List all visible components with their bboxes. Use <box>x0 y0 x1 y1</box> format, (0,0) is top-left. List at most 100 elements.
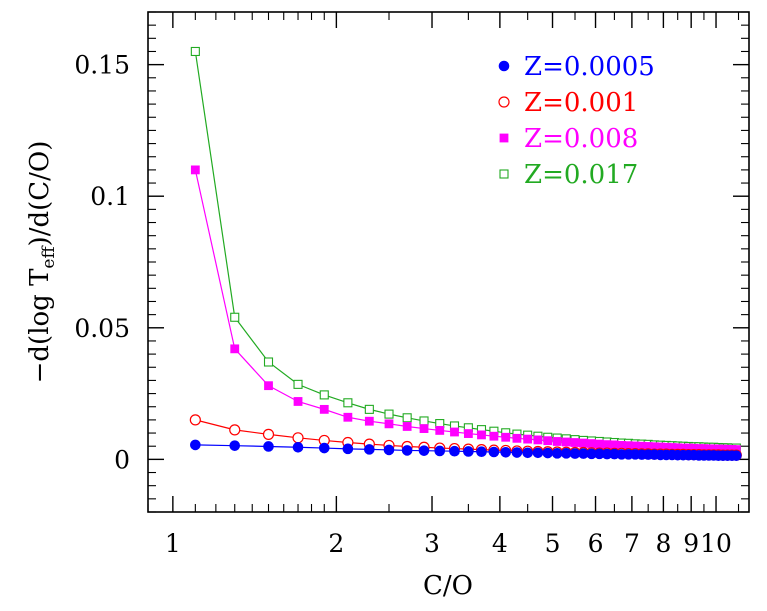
legend-marker <box>498 96 510 108</box>
data-point <box>364 416 374 426</box>
legend-label: Z=0.0005 <box>524 52 655 82</box>
data-point <box>384 409 394 419</box>
data-point <box>263 357 274 367</box>
x-tick-labels: 1 2 3 4 5 6 7 8 9 10 <box>165 529 732 558</box>
data-point <box>533 435 543 445</box>
legend-label: Z=0.008 <box>524 124 638 154</box>
data-point <box>190 439 201 451</box>
data-point <box>230 312 240 322</box>
data-point <box>512 433 522 443</box>
data-point <box>435 426 445 435</box>
data-point <box>552 437 562 446</box>
legend-marker <box>499 169 509 179</box>
series-layer <box>189 46 742 461</box>
data-point <box>293 397 303 406</box>
data-point <box>463 429 473 438</box>
legend-item: Z=0.008 <box>499 124 638 154</box>
data-point <box>476 446 487 458</box>
data-point <box>570 438 580 447</box>
data-point <box>262 428 275 440</box>
x-tick-label: 2 <box>328 529 344 558</box>
data-point <box>477 430 486 440</box>
x-tick-label: 1 <box>165 529 181 558</box>
data-point <box>532 447 544 459</box>
legend: Z=0.0005 Z=0.001 Z=0.008 Z=0.017 <box>498 52 655 190</box>
y-axis-label-prefix: −d(log T <box>25 268 55 383</box>
series-z-0-008 <box>190 165 741 455</box>
data-point <box>229 440 241 451</box>
data-point <box>450 427 459 437</box>
x-tick-label: 8 <box>655 529 671 558</box>
axis-ticks <box>147 11 749 513</box>
series-line <box>194 51 737 449</box>
data-point <box>319 390 329 400</box>
data-point <box>602 440 612 450</box>
legend-marker <box>499 133 509 143</box>
legend-marker <box>498 60 510 72</box>
data-point <box>190 46 200 57</box>
x-tick-label: 10 <box>700 529 732 558</box>
series-z-0-0005 <box>190 439 742 461</box>
data-point <box>343 398 353 408</box>
y-tick-labels: 0 0.05 0.1 0.15 <box>74 51 130 475</box>
data-point <box>560 448 572 459</box>
data-point <box>230 344 240 354</box>
y-tick-label: 0.1 <box>90 182 130 211</box>
y-axis-label: −d(log Teff)/d(C/O) <box>25 141 59 384</box>
data-point <box>319 404 329 414</box>
legend-item: Z=0.017 <box>499 160 638 190</box>
legend-item: Z=0.001 <box>498 88 638 118</box>
data-point <box>489 431 499 441</box>
data-point <box>434 445 446 457</box>
data-point <box>384 419 394 429</box>
data-point <box>418 445 430 456</box>
data-point <box>190 165 200 175</box>
plot-frame <box>147 11 750 513</box>
data-point <box>292 432 304 444</box>
legend-label: Z=0.001 <box>524 88 638 118</box>
data-point <box>463 446 474 457</box>
data-point <box>263 441 274 452</box>
y-tick-label: 0 <box>114 445 130 474</box>
data-point <box>383 444 395 456</box>
x-tick-label: 9 <box>683 529 699 558</box>
data-point <box>343 412 353 422</box>
y-tick-label: 0.05 <box>74 314 130 343</box>
x-tick-label: 4 <box>492 529 508 558</box>
data-point <box>551 448 563 459</box>
data-point <box>318 442 330 454</box>
data-point <box>511 447 523 458</box>
data-point <box>402 422 412 431</box>
data-point <box>342 443 354 455</box>
data-point <box>488 446 500 458</box>
data-point <box>595 439 604 449</box>
x-tick-label: 7 <box>624 529 640 558</box>
y-axis-label-suffix: )/d(C/O) <box>25 141 55 247</box>
data-point <box>587 439 596 448</box>
data-point <box>229 424 241 436</box>
y-axis-label-subscript: eff <box>39 245 59 269</box>
data-point <box>364 444 375 455</box>
legend-label: Z=0.017 <box>524 160 638 190</box>
x-tick-label: 3 <box>424 529 440 558</box>
data-point <box>292 441 304 453</box>
data-point <box>731 450 742 461</box>
data-point <box>542 447 554 459</box>
data-point <box>419 424 429 433</box>
data-point <box>579 438 588 448</box>
series-line <box>194 169 737 451</box>
x-tick-label: 6 <box>588 529 604 558</box>
data-point <box>523 434 533 444</box>
data-point <box>189 414 201 426</box>
data-point <box>402 413 412 423</box>
data-point <box>522 447 533 459</box>
x-tick-label: 5 <box>545 529 561 558</box>
data-point <box>500 446 512 458</box>
data-point <box>401 445 413 456</box>
data-point <box>449 445 460 457</box>
series-z-0-017 <box>190 46 741 453</box>
data-point <box>364 404 374 414</box>
y-tick-label: 0.15 <box>74 51 130 80</box>
x-axis-label: C/O <box>423 571 473 601</box>
